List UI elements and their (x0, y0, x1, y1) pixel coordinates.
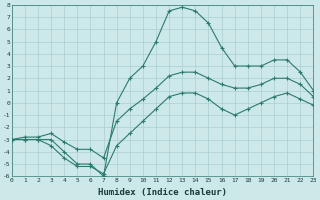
X-axis label: Humidex (Indice chaleur): Humidex (Indice chaleur) (98, 188, 227, 197)
